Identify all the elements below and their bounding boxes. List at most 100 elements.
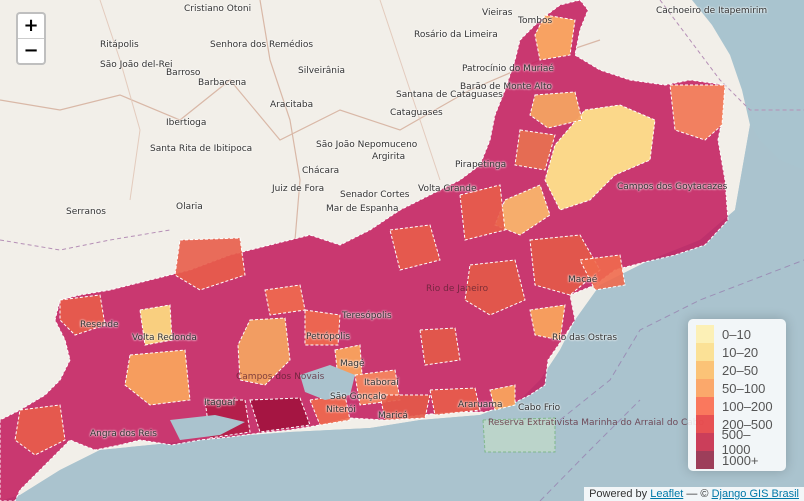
legend-label: 50–100: [722, 380, 766, 396]
place-label: Cachoeiro de Itapemirim: [656, 6, 768, 16]
place-label: Volta Grande: [418, 184, 477, 194]
sepetiba-bay: [170, 415, 245, 440]
place-label: Vieiras: [482, 8, 513, 18]
leaflet-link[interactable]: Leaflet: [650, 488, 684, 500]
place-label: Cristiano Otoni: [184, 4, 252, 14]
legend-item: 20–50: [696, 361, 778, 379]
place-label: Patrocínio do Muriaé: [462, 64, 554, 74]
legend-item: 200–500: [696, 415, 778, 433]
municipality-region: [14, 404, 66, 456]
place-label: Barroso: [166, 68, 201, 78]
legend-swatch: [696, 325, 714, 343]
place-label: Araruama: [458, 400, 503, 410]
django-gis-brasil-link[interactable]: Django GIS Brasil: [711, 488, 799, 500]
road: [379, 0, 441, 181]
place-label: Argirita: [372, 152, 406, 162]
place-label: Petrópolis: [306, 332, 351, 342]
legend-label: 1000+: [722, 452, 759, 468]
legend-label: 200–500: [722, 416, 773, 432]
municipality-region: [304, 309, 341, 346]
municipality-region: [489, 384, 516, 411]
legend-label: 500–1000: [721, 427, 751, 457]
place-label: Rio de Janeiro: [426, 284, 489, 294]
municipality-region: [139, 304, 173, 346]
place-label: Juiz de Fora: [272, 184, 325, 194]
place-label: Angra dos Reis: [90, 429, 157, 439]
legend-label: 0–10: [722, 326, 751, 342]
place-label: Rosário da Limeira: [414, 30, 498, 40]
legend-item: 500–1000: [696, 427, 778, 457]
place-label: Mar de Espanha: [326, 204, 399, 214]
municipality-region: [529, 234, 601, 296]
state-border: [0, 229, 171, 251]
road: [0, 39, 601, 141]
sea-shape: [0, 125, 804, 501]
place-label: Serranos: [66, 207, 106, 217]
guanabara-bay: [300, 365, 355, 400]
place-label: Cataguases: [390, 108, 443, 118]
municipality-region: [389, 224, 441, 271]
legend-label: 10–20: [722, 344, 759, 360]
place-label: Olaria: [176, 202, 203, 212]
place-label: Rio das Ostras: [552, 333, 618, 343]
attribution: Powered by Leaflet — © Django GIS Brasil: [584, 487, 804, 501]
attribution-separator: — ©: [686, 488, 709, 500]
legend-swatch: [696, 451, 714, 469]
road: [99, 0, 141, 201]
place-label: Silveirânia: [298, 66, 346, 76]
place-label: Maricá: [378, 411, 408, 421]
legend-swatch: [696, 361, 714, 379]
place-label: Santa Rita de Ibitipoca: [150, 144, 253, 154]
legend-item: 0–10: [696, 325, 778, 343]
place-label: Teresópolis: [342, 311, 392, 321]
place-label: Itaboraí: [364, 378, 399, 388]
legend: 0–10 10–20 20–50 50–100 100–200 200–500 …: [688, 319, 786, 471]
municipality-region: [264, 284, 306, 316]
attribution-prefix: Powered by: [589, 488, 648, 500]
place-label: Resende: [80, 320, 119, 330]
place-label: Volta Redonda: [132, 333, 197, 343]
place-label: Magé: [340, 359, 365, 369]
legend-label: 20–50: [722, 362, 759, 378]
municipality-region: [544, 104, 656, 211]
place-label: Barbacena: [198, 78, 247, 88]
land-mainland: [0, 0, 804, 170]
place-label: Itaguaí: [204, 398, 236, 408]
maritime-limit: [539, 399, 641, 501]
place-label: Niterói: [326, 405, 356, 415]
place-label: Pirapetinga: [455, 160, 507, 170]
place-label: Senhora dos Remédios: [210, 40, 314, 50]
place-label: Campos dos Novais: [236, 372, 325, 382]
municipality-region: [579, 254, 626, 291]
place-label: Senador Cortes: [340, 190, 410, 200]
zoom-in-button[interactable]: +: [23, 15, 39, 36]
legend-item: 100–200: [696, 397, 778, 415]
place-label: Macaé: [568, 275, 598, 285]
municipality-region: [59, 294, 106, 336]
legend-item: 10–20: [696, 343, 778, 361]
legend-swatch: [696, 415, 714, 433]
place-label: Cabo Frio: [518, 403, 561, 413]
place-label: Barão de Monte Alto: [460, 82, 552, 92]
municipality-region: [429, 387, 481, 416]
legend-swatch: [696, 379, 714, 397]
maritime-limit: [559, 259, 804, 421]
legend-item: 1000+: [696, 451, 778, 469]
municipality-region: [174, 237, 246, 291]
marine-reserve: [482, 417, 556, 453]
legend-item: 50–100: [696, 379, 778, 397]
municipality-region: [309, 394, 351, 426]
zoom-control: + −: [16, 12, 46, 65]
place-label: Santana de Cataguases: [396, 90, 503, 100]
zoom-out-button[interactable]: −: [18, 38, 44, 63]
place-label: Reserva Extrativista Marinha do Arraial …: [488, 418, 704, 428]
municipality-region: [529, 304, 566, 341]
road: [259, 0, 301, 241]
municipality-region: [237, 317, 291, 386]
municipality-region: [534, 14, 576, 61]
municipality-region: [669, 84, 726, 141]
municipality-region: [249, 397, 311, 433]
place-label: São Gonçalo: [330, 392, 387, 402]
